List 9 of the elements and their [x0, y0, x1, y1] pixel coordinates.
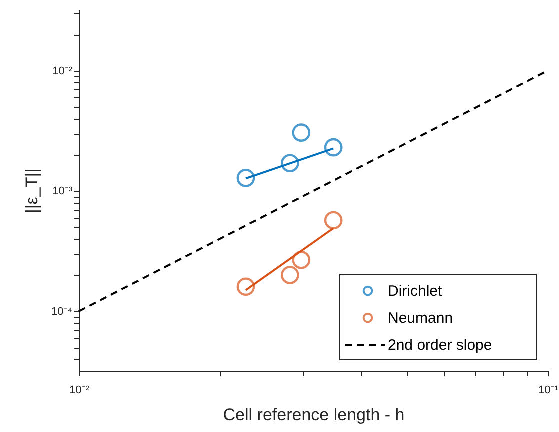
- x-tick-label: 10⁻¹: [538, 384, 559, 396]
- y-axis-title: ||ε_T||: [22, 168, 42, 214]
- legend-label: Neumann: [388, 310, 454, 327]
- legend-label: 2nd order slope: [388, 337, 492, 354]
- x-axis-title: Cell reference length - h: [223, 406, 405, 424]
- y-tick-label: 10⁻²: [52, 65, 73, 78]
- y-tick-label: 10⁻³: [52, 186, 73, 198]
- legend-label: Dirichlet: [388, 283, 444, 300]
- y-tick-label: 10⁻⁴: [52, 306, 73, 318]
